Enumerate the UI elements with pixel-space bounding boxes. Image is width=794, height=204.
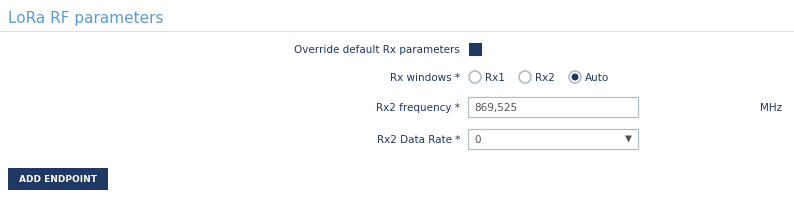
Text: LoRa RF parameters: LoRa RF parameters [8,10,164,25]
Text: ADD ENDPOINT: ADD ENDPOINT [19,175,97,184]
Circle shape [572,74,579,81]
Text: 0: 0 [474,134,480,144]
Polygon shape [625,136,632,143]
Text: Rx1: Rx1 [485,73,505,83]
Circle shape [519,72,531,84]
FancyBboxPatch shape [468,98,638,118]
Text: Rx2: Rx2 [535,73,555,83]
Text: Auto: Auto [585,73,609,83]
FancyBboxPatch shape [8,168,108,190]
FancyBboxPatch shape [468,129,638,149]
Text: 869,525: 869,525 [474,102,517,112]
FancyBboxPatch shape [470,44,481,55]
Text: Rx2 Data Rate *: Rx2 Data Rate * [376,134,460,144]
Circle shape [569,72,581,84]
Circle shape [469,72,481,84]
Text: Override default Rx parameters: Override default Rx parameters [294,45,460,55]
Text: Rx windows *: Rx windows * [390,73,460,83]
Text: Rx2 frequency *: Rx2 frequency * [376,102,460,112]
Text: MHz: MHz [760,102,782,112]
